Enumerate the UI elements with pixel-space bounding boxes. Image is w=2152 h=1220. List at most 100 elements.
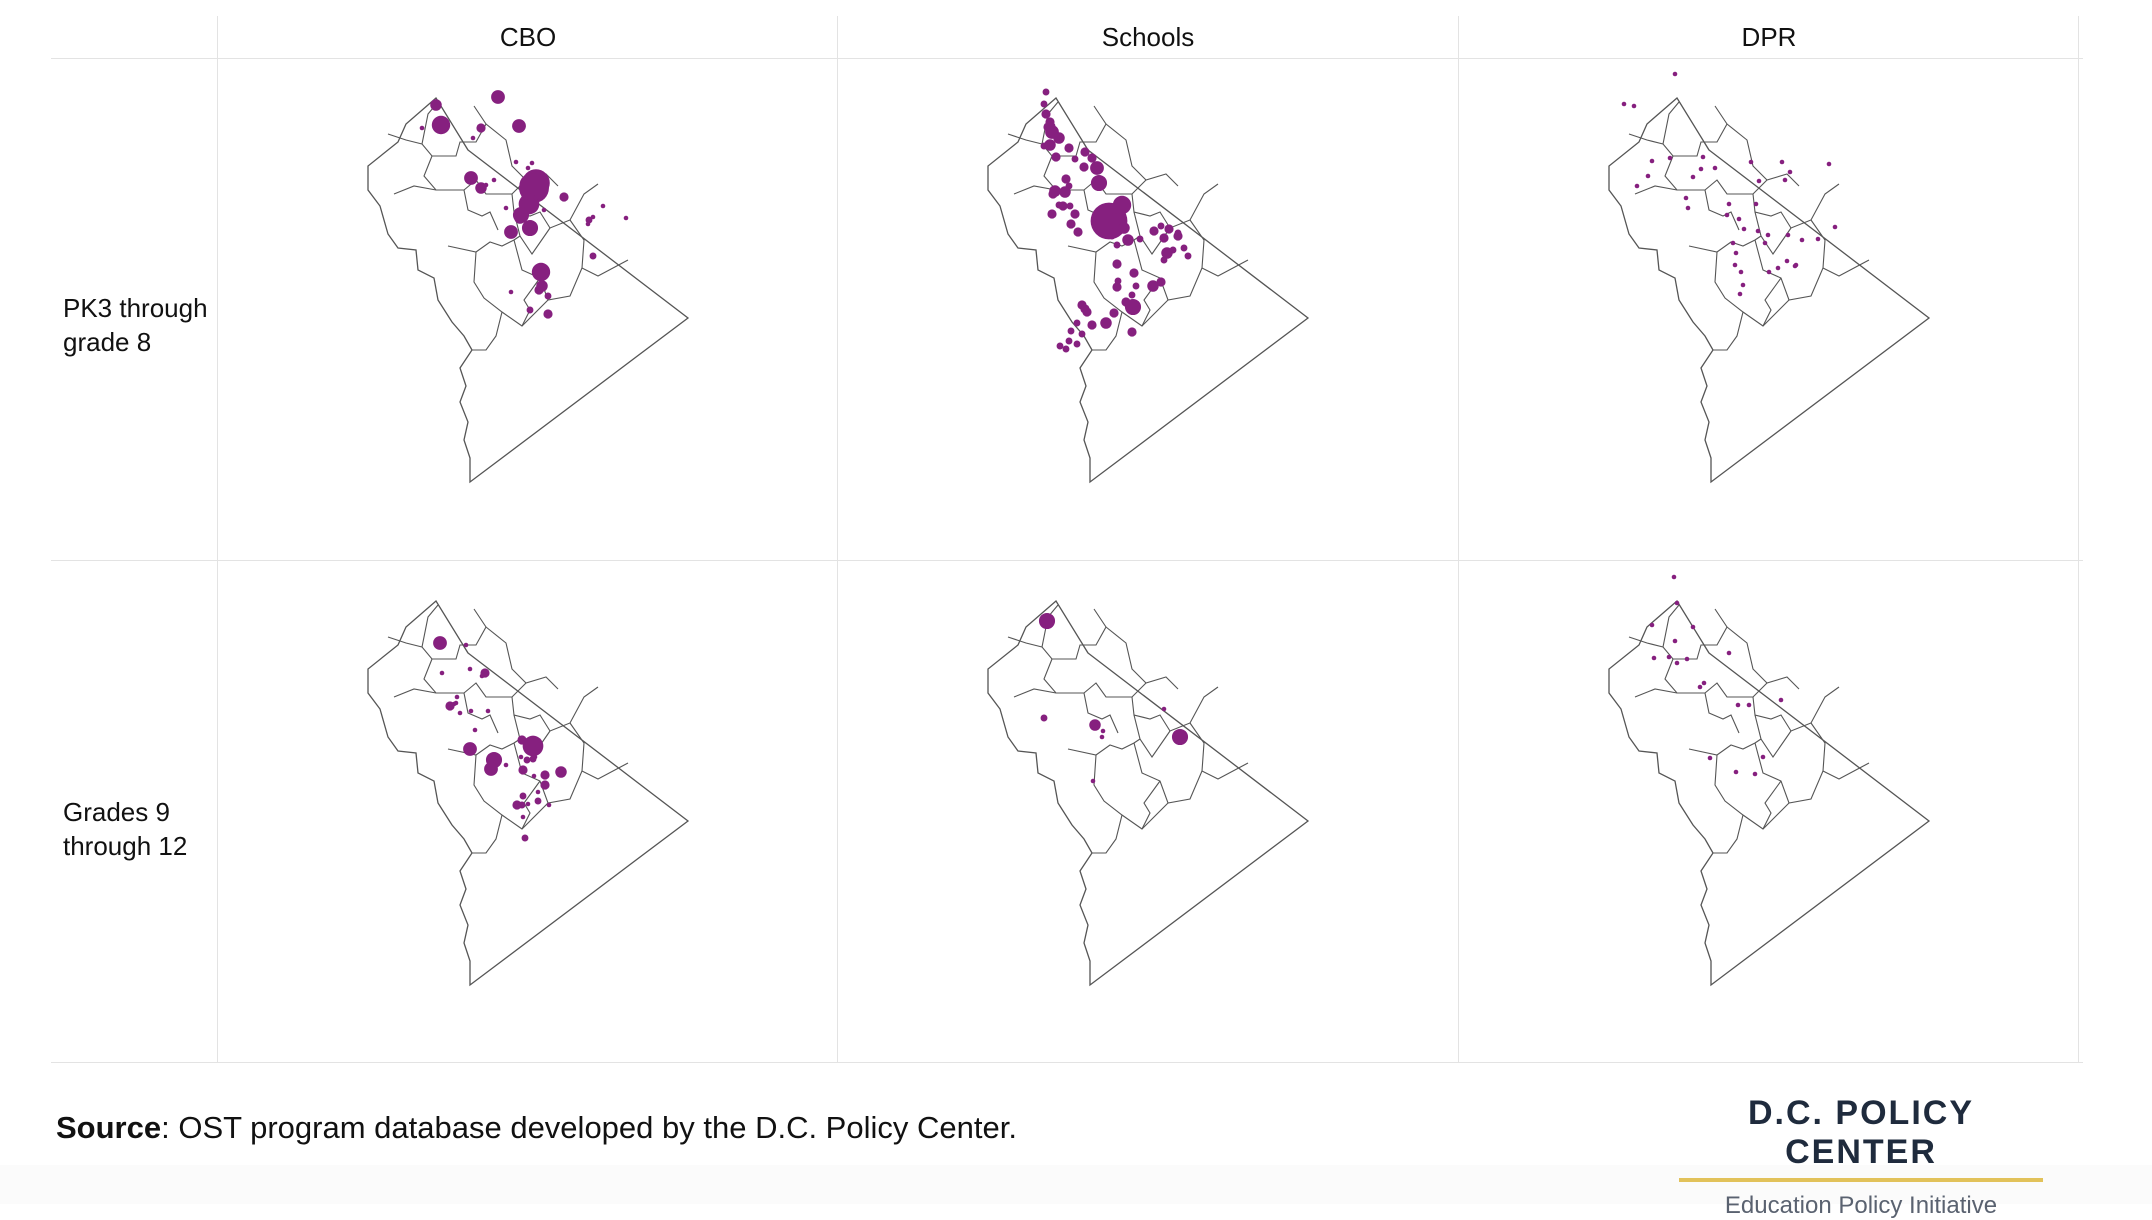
program-dot	[1649, 158, 1655, 164]
dc-map	[367, 600, 690, 987]
program-dot	[518, 765, 528, 775]
footer-band	[0, 1165, 2152, 1204]
program-dot	[1775, 265, 1781, 271]
map-panel	[218, 563, 838, 1063]
program-dot	[1674, 600, 1680, 606]
program-dot	[1755, 228, 1761, 234]
program-dot	[1066, 219, 1076, 229]
dc-map	[367, 90, 690, 484]
ward-boundary	[473, 251, 549, 327]
map-panel	[1459, 60, 2079, 560]
program-dot	[590, 214, 596, 220]
program-dot	[1112, 259, 1122, 269]
program-dot	[1760, 754, 1766, 760]
ward-boundary	[521, 780, 541, 830]
ward-boundary	[1752, 686, 1840, 732]
program-dot	[1056, 342, 1064, 350]
program-dot	[1161, 706, 1167, 712]
ward-boundary	[1201, 762, 1249, 780]
program-dot	[1782, 177, 1788, 183]
program-dot	[1062, 345, 1070, 353]
program-dot	[472, 727, 478, 733]
ward-boundary	[387, 133, 423, 145]
program-dot	[1667, 155, 1673, 161]
program-dot	[1114, 277, 1122, 285]
program-dot	[1087, 153, 1097, 163]
program-dot	[533, 195, 539, 201]
ward-boundary	[463, 189, 499, 231]
program-dot	[1735, 702, 1741, 708]
program-dot	[512, 119, 526, 133]
dc-map	[987, 88, 1310, 484]
program-dot	[433, 636, 447, 650]
program-dot	[1073, 319, 1081, 327]
program-dot	[529, 755, 537, 763]
dc-boundary	[1608, 600, 1931, 987]
program-dot	[1160, 256, 1168, 264]
program-dot	[1815, 236, 1821, 242]
source-label: Source	[56, 1110, 162, 1145]
program-dot	[1634, 183, 1640, 189]
program-dot	[508, 289, 514, 295]
program-dot	[1753, 201, 1759, 207]
program-dot	[1064, 143, 1074, 153]
program-dot	[1122, 234, 1134, 246]
program-dot	[1080, 147, 1090, 157]
program-dot	[1740, 282, 1746, 288]
program-dot	[1826, 161, 1832, 167]
program-dot	[1041, 109, 1051, 119]
program-dot	[520, 814, 526, 820]
grid-line	[217, 16, 218, 1063]
program-dot	[523, 195, 529, 201]
brand-title: D.C. POLICY CENTER	[1679, 1094, 2043, 1182]
program-dot	[1674, 660, 1680, 666]
ward-boundary	[581, 259, 629, 277]
program-dot	[503, 762, 509, 768]
program-dot	[1132, 282, 1140, 290]
ward-boundary	[472, 814, 503, 854]
map-panel	[218, 60, 838, 560]
program-dot	[503, 205, 509, 211]
program-dot	[1726, 201, 1732, 207]
ward-boundary	[387, 636, 423, 648]
program-dot	[523, 756, 531, 764]
program-dot	[1159, 233, 1169, 243]
ward-boundary	[1662, 101, 1728, 157]
ward-boundary	[1105, 123, 1179, 187]
program-dot	[1752, 771, 1758, 777]
ward-boundary	[1092, 814, 1123, 854]
program-dot	[535, 742, 543, 750]
program-dot	[1666, 654, 1672, 660]
program-dot	[1149, 226, 1159, 236]
program-dot	[1038, 612, 1056, 630]
program-dot	[1784, 258, 1790, 264]
row-header-line: Grades 9	[63, 797, 170, 827]
dc-boundary	[1608, 97, 1931, 484]
program-dot	[535, 789, 541, 795]
program-dot	[540, 780, 550, 790]
program-dot	[589, 252, 597, 260]
program-dot	[1621, 101, 1627, 107]
ward-boundary	[1628, 636, 1664, 648]
program-dot	[483, 182, 489, 188]
ward-boundary	[1043, 658, 1147, 698]
program-dot	[1100, 317, 1112, 329]
program-dot	[1099, 734, 1105, 740]
program-dot	[1184, 252, 1192, 260]
ward-boundary	[1754, 722, 1826, 804]
program-dot	[1730, 240, 1736, 246]
ward-boundary	[1714, 754, 1790, 830]
ward-boundary	[393, 688, 437, 698]
ward-boundary	[581, 762, 629, 780]
program-dot	[512, 800, 522, 810]
program-dot	[1071, 155, 1079, 163]
ward-boundary	[1822, 259, 1870, 277]
ward-boundary	[1067, 738, 1141, 756]
ward-boundary	[1704, 692, 1740, 734]
ward-boundary	[423, 155, 527, 195]
program-dot	[1707, 755, 1713, 761]
ward-boundary	[1664, 658, 1768, 698]
program-dot	[526, 306, 534, 314]
ward-boundary	[423, 658, 527, 698]
program-dot	[540, 770, 550, 780]
